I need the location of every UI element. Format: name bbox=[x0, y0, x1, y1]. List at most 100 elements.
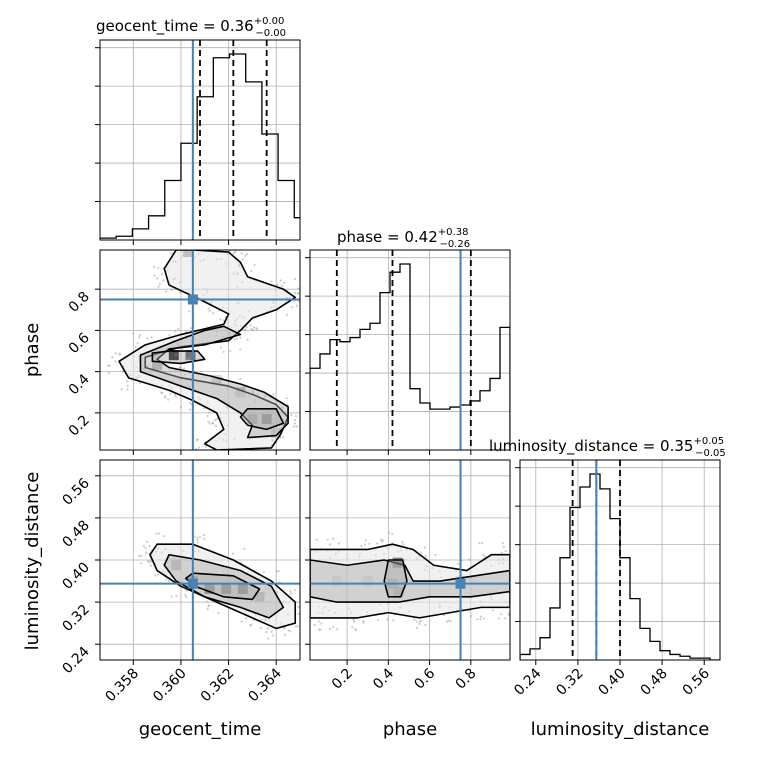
scatter-point bbox=[362, 620, 365, 623]
scatter-point bbox=[201, 237, 203, 239]
panel-content bbox=[520, 460, 720, 660]
scatter-point bbox=[196, 538, 199, 542]
scatter-point bbox=[294, 625, 297, 628]
scatter-point bbox=[332, 625, 335, 629]
scatter-point bbox=[420, 551, 423, 554]
scatter-point bbox=[209, 422, 212, 425]
scatter-point bbox=[380, 540, 383, 543]
scatter-point bbox=[217, 611, 220, 615]
scatter-point bbox=[139, 333, 142, 337]
scatter-point bbox=[297, 605, 300, 609]
scatter-point bbox=[250, 269, 253, 273]
scatter-point bbox=[239, 348, 242, 351]
contour-level-2 bbox=[383, 559, 408, 598]
scatter-point bbox=[328, 628, 332, 631]
x-tick-label-phase: 0.6 bbox=[411, 665, 438, 692]
scatter-point bbox=[283, 281, 286, 284]
scatter-point bbox=[205, 600, 208, 603]
scatter-point bbox=[476, 618, 479, 621]
scatter-point bbox=[290, 592, 293, 595]
scatter-point bbox=[360, 544, 363, 547]
scatter-point bbox=[150, 559, 153, 563]
scatter-point bbox=[208, 309, 211, 313]
scatter-point bbox=[514, 556, 516, 558]
scatter-point bbox=[154, 574, 157, 577]
panel-frame bbox=[99, 39, 301, 241]
scatter-point bbox=[108, 364, 111, 368]
scatter-point bbox=[206, 414, 209, 418]
title-phase: phase = 0.42+0.38 −0.26 bbox=[337, 227, 470, 250]
scatter-point bbox=[264, 394, 267, 398]
scatter-point bbox=[214, 424, 217, 427]
scatter-point bbox=[313, 623, 316, 627]
scatter-point bbox=[239, 336, 242, 339]
panel-frame bbox=[309, 249, 511, 451]
scatter-point bbox=[290, 413, 293, 417]
y-tick-label-luminosity_distance: 0.40 bbox=[59, 560, 92, 593]
x-tick-label-luminosity_distance: 0.48 bbox=[638, 666, 671, 699]
y-tick-label-luminosity_distance: 0.48 bbox=[59, 517, 92, 550]
scatter-point bbox=[296, 292, 299, 295]
scatter-point bbox=[307, 543, 309, 545]
contour-level-3 bbox=[239, 407, 285, 431]
scatter-point bbox=[114, 352, 117, 355]
scatter-point bbox=[271, 455, 273, 457]
panel-content bbox=[100, 237, 300, 457]
scatter-point bbox=[301, 621, 303, 623]
scatter-point bbox=[183, 373, 187, 376]
scatter-point bbox=[281, 406, 284, 409]
scatter-point bbox=[188, 357, 191, 360]
scatter-point bbox=[514, 551, 516, 553]
scatter-point bbox=[296, 625, 299, 628]
scatter-point bbox=[161, 391, 164, 395]
scatter-point bbox=[140, 562, 143, 565]
scatter-point bbox=[153, 274, 156, 277]
panel-luminosity_distance-vs-phase: 0.2 0.4 0.6 0.8 bbox=[301, 459, 519, 693]
scatter-point bbox=[157, 532, 161, 535]
contour-level-2 bbox=[184, 572, 261, 601]
scatter-point bbox=[302, 544, 304, 546]
histogram-geocent_time bbox=[100, 53, 300, 240]
scatter-point bbox=[292, 425, 296, 428]
scatter-point bbox=[301, 617, 303, 619]
scatter-point bbox=[315, 538, 318, 541]
y-axis-title-phase: phase bbox=[22, 323, 43, 377]
scatter-point bbox=[186, 357, 189, 360]
scatter-point bbox=[204, 445, 207, 448]
scatter-point bbox=[249, 624, 252, 627]
scatter-point bbox=[392, 619, 395, 622]
scatter-point bbox=[353, 620, 356, 623]
scatter-point bbox=[244, 329, 247, 332]
panel-content bbox=[100, 40, 300, 240]
scatter-point bbox=[336, 628, 339, 631]
scatter-point bbox=[424, 554, 427, 557]
scatter-point bbox=[146, 337, 149, 340]
scatter-point bbox=[235, 337, 239, 340]
truth-marker bbox=[187, 294, 198, 305]
scatter-point bbox=[517, 558, 519, 560]
scatter-point bbox=[504, 549, 507, 553]
scatter-point bbox=[500, 551, 503, 554]
scatter-point bbox=[252, 326, 256, 329]
scatter-point bbox=[424, 623, 427, 627]
scatter-point bbox=[364, 539, 367, 542]
scatter-point bbox=[148, 544, 151, 548]
scatter-point bbox=[203, 533, 206, 537]
scatter-point bbox=[265, 630, 268, 634]
x-tick-label-phase: 0.2 bbox=[329, 666, 356, 693]
y-tick-label-phase: 0.2 bbox=[66, 412, 93, 439]
y-tick-label-phase: 0.4 bbox=[66, 371, 93, 398]
scatter-point bbox=[214, 419, 217, 422]
scatter-point bbox=[271, 634, 274, 637]
scatter-point bbox=[174, 369, 178, 373]
y-tick-label-luminosity_distance: 0.32 bbox=[59, 602, 92, 635]
scatter-point bbox=[482, 617, 486, 620]
scatter-point bbox=[206, 453, 208, 455]
scatter-point bbox=[155, 532, 158, 535]
scatter-point bbox=[501, 542, 504, 545]
scatter-point bbox=[149, 564, 152, 567]
scatter-point bbox=[212, 454, 214, 456]
scatter-point bbox=[514, 612, 516, 614]
scatter-point bbox=[275, 570, 278, 573]
